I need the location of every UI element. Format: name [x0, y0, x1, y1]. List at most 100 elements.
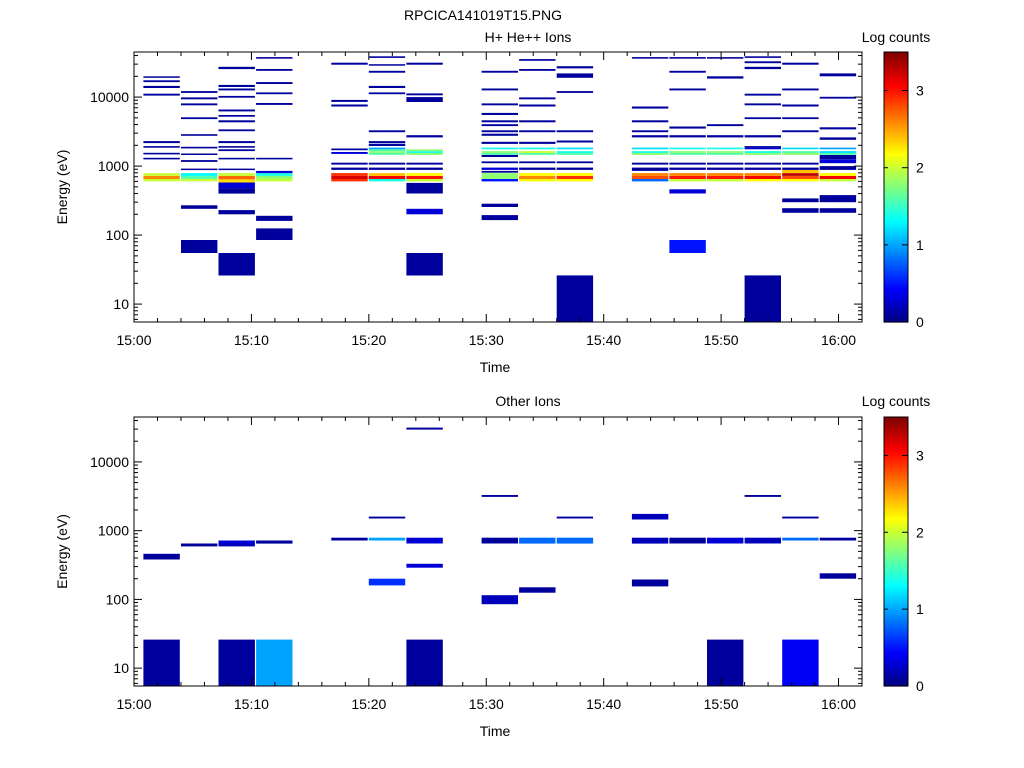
colorbar-segment [884, 586, 908, 589]
colorbar-segment [884, 430, 908, 433]
heatmap-cell [556, 140, 594, 143]
heatmap-cell [218, 88, 255, 91]
x-tick-label: 15:40 [586, 696, 621, 712]
heatmap-cell [481, 170, 518, 173]
colorbar-segment [884, 676, 908, 679]
colorbar-segment [884, 59, 908, 63]
colorbar-segment [884, 543, 908, 547]
heatmap-cell [782, 179, 819, 182]
heatmap-cell [218, 639, 255, 686]
heatmap-cell [631, 537, 669, 541]
colorbar-segment [884, 589, 908, 593]
heatmap-cell [819, 537, 857, 541]
heatmap-cell [519, 97, 556, 100]
heatmap-cell [406, 639, 443, 686]
colorbar-segment [884, 505, 908, 508]
heatmap-cell [481, 179, 518, 182]
colorbar-segment [884, 160, 908, 163]
heatmap-cell [143, 146, 180, 148]
colorbar-segment [884, 142, 908, 146]
heatmap-cell [631, 162, 669, 165]
colorbar-segment [884, 620, 908, 624]
heatmap-cell [782, 117, 819, 120]
plot-area [134, 52, 862, 322]
heatmap-cell [631, 167, 669, 171]
heatmap-cell [782, 162, 819, 165]
colorbar-segment [884, 495, 908, 499]
colorbar-segment [884, 584, 908, 587]
heatmap-cell [368, 70, 406, 73]
heatmap-cell [631, 147, 669, 150]
colorbar-segment [884, 574, 908, 578]
heatmap-cell [744, 537, 781, 544]
heatmap-cell [782, 516, 819, 519]
heatmap-cell [556, 147, 594, 150]
colorbar-segment [884, 524, 908, 528]
colorbar-segment [884, 127, 908, 130]
colorbar-segment [884, 645, 908, 649]
colorbar-segment [884, 173, 908, 177]
heatmap-cell [256, 173, 293, 176]
colorbar-segment [884, 449, 908, 453]
colorbar-segment [884, 503, 908, 506]
colorbar-segment [884, 277, 908, 281]
colorbar-segment [884, 491, 908, 495]
heatmap-cell [707, 57, 744, 59]
heatmap-cell [556, 275, 594, 322]
heatmap-cell [669, 126, 706, 129]
colorbar-segment [884, 684, 908, 687]
heatmap-cell [556, 73, 594, 78]
colorbar-segment [884, 588, 908, 591]
heatmap-cell [406, 152, 443, 155]
colorbar-segment [884, 194, 908, 198]
colorbar-segment [884, 603, 908, 606]
colorbar-segment [884, 611, 908, 614]
heatmap-cell [181, 134, 218, 136]
heatmap-cell [556, 167, 594, 170]
colorbar-segment [884, 312, 908, 315]
colorbar-segment [884, 661, 908, 664]
colorbar-segment [884, 443, 908, 447]
colorbar-segment [884, 424, 908, 428]
colorbar-segment [884, 659, 908, 662]
colorbar-segment [884, 296, 908, 300]
colorbar-segment [884, 468, 908, 472]
colorbar-segment [884, 563, 908, 566]
colorbar-segment [884, 499, 908, 503]
heatmap-cell [481, 595, 518, 605]
heatmap-cell [782, 198, 819, 203]
heatmap-cell [481, 175, 518, 179]
colorbar-segment [884, 436, 908, 439]
colorbar-segment [884, 601, 908, 604]
heatmap-cell [519, 59, 556, 61]
heatmap-cell [331, 179, 368, 182]
colorbar-segment [884, 169, 908, 173]
heatmap-cell [143, 76, 180, 78]
heatmap-cell [519, 167, 556, 170]
heatmap-cell [481, 167, 518, 170]
colorbar-segment [884, 63, 908, 67]
heatmap-cell [744, 179, 781, 182]
colorbar-segment [884, 80, 908, 84]
heatmap-cell [744, 495, 781, 497]
colorbar-segment [884, 541, 908, 545]
colorbar-segment [884, 144, 908, 148]
heatmap-cell [256, 179, 293, 182]
colorbar-segment [884, 140, 908, 144]
heatmap-cell [181, 97, 218, 100]
colorbar-segment [884, 57, 908, 61]
heatmap-cell [218, 543, 255, 547]
heatmap-cell [143, 85, 180, 88]
x-tick-label: 15:50 [704, 696, 739, 712]
heatmap-cell [782, 537, 819, 541]
colorbar-segment [884, 507, 908, 510]
colorbar-segment [884, 522, 908, 526]
colorbar-segment [884, 518, 908, 522]
colorbar-segment [884, 306, 908, 310]
heatmap-cell [481, 70, 518, 73]
heatmap-cell [406, 208, 443, 215]
heatmap-cell [669, 57, 706, 59]
colorbar-segment [884, 636, 908, 639]
colorbar-segment [884, 179, 908, 182]
heatmap-cell [256, 215, 293, 221]
